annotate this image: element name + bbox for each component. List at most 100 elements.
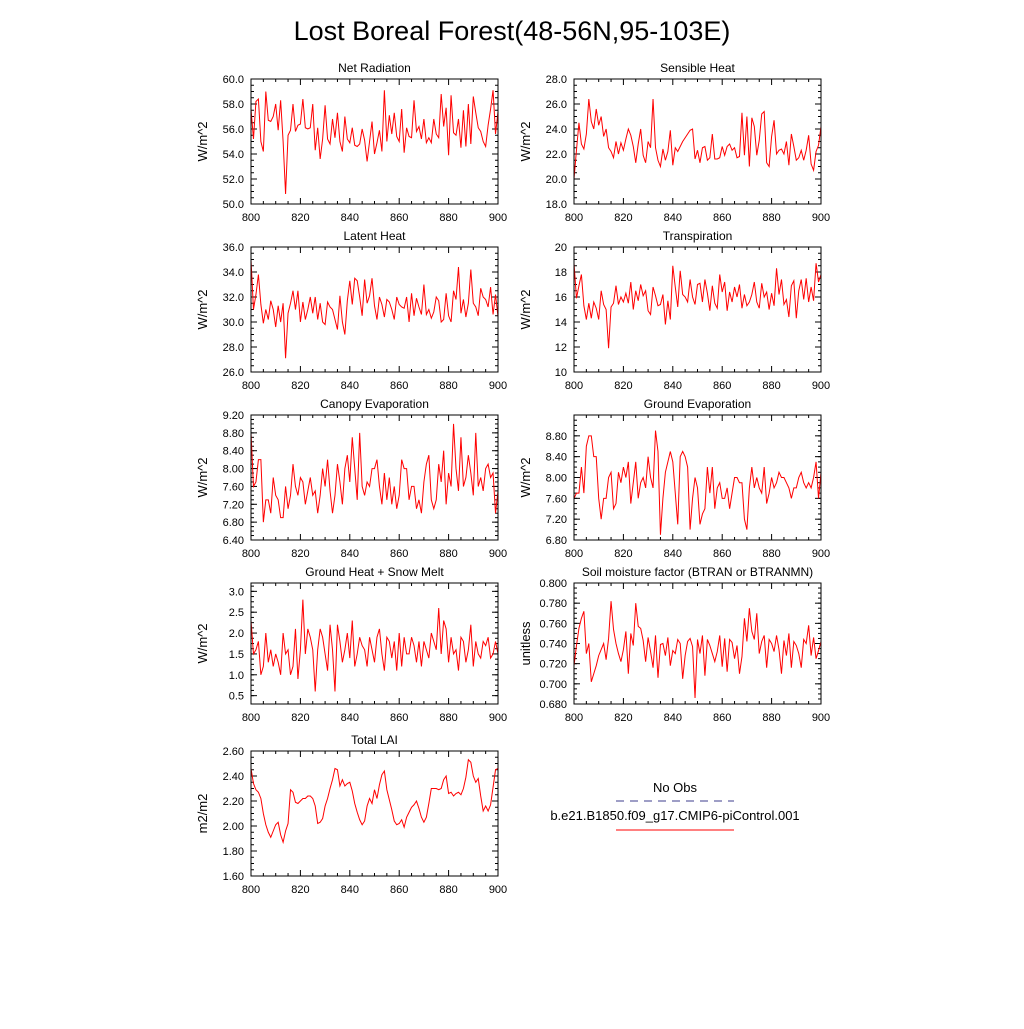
plot-frame: [573, 414, 822, 541]
x-tick-label: 840: [341, 380, 359, 392]
x-tick-label: 820: [291, 380, 309, 392]
x-tick-label: 800: [242, 212, 260, 224]
chart-panel: Ground Heat + Snow Melt W/m^2 800 820 840 860…: [195, 565, 507, 724]
y-tick-label: 2.60: [223, 746, 244, 758]
x-tick-label: 860: [390, 380, 408, 392]
y-tick-label: 14: [555, 317, 567, 329]
y-tick-label: 7.60: [223, 481, 244, 493]
plot-frame: [250, 78, 499, 205]
x-tick-label: 900: [489, 212, 507, 224]
x-tick-label: 880: [762, 712, 780, 724]
x-tick-label: 800: [242, 548, 260, 560]
series-line: [250, 423, 499, 523]
x-tick-label: 840: [341, 212, 359, 224]
chart-panel: Canopy Evaporation W/m^2 800 820 840 860 880 90…: [195, 397, 507, 560]
x-tick-label: 900: [489, 712, 507, 724]
x-tick-label: 900: [812, 212, 830, 224]
y-tick-label: 36.0: [223, 242, 244, 254]
y-tick-label: 6.40: [223, 535, 244, 547]
plot-frame: [573, 582, 822, 705]
chart-panel: Transpiration W/m^2 800 820 840 860 880 900 10 12…: [518, 229, 830, 392]
x-tick-label: 900: [489, 884, 507, 896]
y-tick-label: 1.80: [223, 846, 244, 858]
x-tick-label: 880: [762, 548, 780, 560]
y-tick-label: 34.0: [223, 267, 244, 279]
plot-frame: [573, 78, 822, 205]
y-tick-label: 0.800: [539, 578, 567, 590]
x-tick-label: 860: [390, 212, 408, 224]
y-tick-label: 8.40: [546, 452, 567, 464]
y-tick-label: 24.0: [546, 124, 567, 136]
y-tick-label: 54.0: [223, 149, 244, 161]
plot-frame: [250, 414, 499, 541]
chart-panel: Ground Evaporation W/m^2 800 820 840 860 880 90…: [518, 397, 830, 560]
x-tick-label: 820: [614, 548, 632, 560]
y-tick-label: 18: [555, 267, 567, 279]
x-tick-label: 840: [341, 548, 359, 560]
y-axis-label: m2/m2: [195, 794, 210, 834]
y-tick-label: 0.700: [539, 679, 567, 691]
x-tick-label: 800: [242, 884, 260, 896]
x-tick-label: 860: [713, 380, 731, 392]
x-tick-label: 840: [664, 380, 682, 392]
x-tick-label: 880: [762, 212, 780, 224]
x-tick-label: 900: [489, 548, 507, 560]
x-tick-label: 860: [390, 548, 408, 560]
y-axis-label: W/m^2: [518, 121, 533, 161]
y-tick-label: 7.20: [546, 514, 567, 526]
chart-title: Net Radiation: [338, 61, 411, 75]
series-line: [250, 758, 499, 845]
y-tick-label: 0.5: [229, 691, 244, 703]
plot-frame: [250, 246, 499, 373]
y-tick-label: 60.0: [223, 74, 244, 86]
chart-title: Soil moisture factor (BTRAN or BTRANMN): [582, 565, 813, 579]
y-tick-label: 28.0: [546, 74, 567, 86]
y-tick-label: 2.20: [223, 796, 244, 808]
legend-obs-label: No Obs: [653, 780, 698, 795]
chart-panel: Soil moisture factor (BTRAN or BTRANMN) u…: [518, 565, 830, 724]
y-axis-label: W/m^2: [518, 289, 533, 329]
y-tick-label: 50.0: [223, 199, 244, 211]
x-tick-label: 860: [713, 712, 731, 724]
x-tick-label: 880: [762, 380, 780, 392]
series-line: [573, 263, 822, 349]
series-line: [573, 430, 822, 535]
legend-model-label: b.e21.B1850.f09_g17.CMIP6-piControl.001: [550, 808, 799, 823]
y-tick-label: 3.0: [229, 586, 244, 598]
series-line: [250, 259, 499, 359]
x-tick-label: 800: [565, 712, 583, 724]
chart-title: Canopy Evaporation: [320, 397, 429, 411]
y-tick-label: 32.0: [223, 292, 244, 304]
plot-frame: [250, 750, 499, 877]
chart-panel: Latent Heat W/m^2 800 820 840 860 880 900 26.0 28…: [195, 229, 507, 392]
y-tick-label: 8.80: [546, 431, 567, 443]
y-tick-label: 0.720: [539, 659, 567, 671]
plot-frame: [250, 582, 499, 705]
x-tick-label: 800: [242, 712, 260, 724]
y-tick-label: 0.760: [539, 618, 567, 630]
x-tick-label: 900: [812, 712, 830, 724]
chart-panel: Total LAI m2/m2 800 820 840 860 880 900 1.60 1.80…: [195, 733, 507, 896]
y-tick-label: 2.40: [223, 771, 244, 783]
x-tick-label: 900: [812, 548, 830, 560]
chart-title: Sensible Heat: [660, 61, 735, 75]
x-tick-label: 860: [713, 548, 731, 560]
y-tick-label: 8.80: [223, 428, 244, 440]
x-tick-label: 800: [565, 548, 583, 560]
x-tick-label: 880: [439, 712, 457, 724]
y-axis-label: W/m^2: [195, 457, 210, 497]
chart-title: Ground Heat + Snow Melt: [305, 565, 444, 579]
x-tick-label: 860: [713, 212, 731, 224]
y-axis-label: W/m^2: [195, 289, 210, 329]
x-tick-label: 880: [439, 884, 457, 896]
x-tick-label: 880: [439, 380, 457, 392]
y-tick-label: 0.740: [539, 639, 567, 651]
y-tick-label: 9.20: [223, 410, 244, 422]
y-tick-label: 20.0: [546, 174, 567, 186]
chart-title: Total LAI: [351, 733, 398, 747]
x-tick-label: 880: [439, 212, 457, 224]
y-tick-label: 6.80: [223, 517, 244, 529]
x-tick-label: 840: [664, 212, 682, 224]
y-tick-label: 8.00: [223, 464, 244, 476]
legend: No Obs b.e21.B1850.f09_g17.CMIP6-piContr…: [550, 780, 800, 831]
